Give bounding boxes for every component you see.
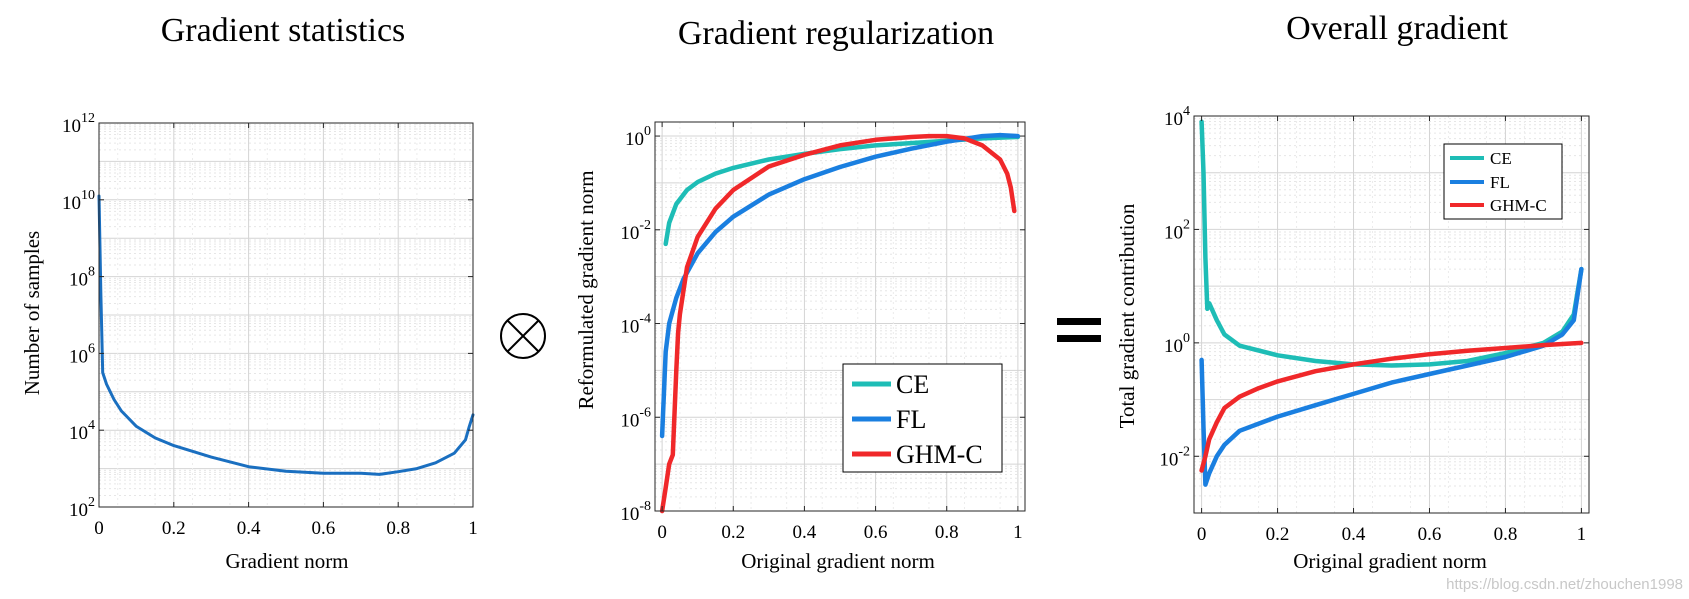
series-line-ce — [663, 134, 1021, 247]
y-tick-label: 10-2 — [620, 218, 651, 244]
x-tick-label: 0.4 — [237, 518, 261, 539]
axes-frame — [98, 122, 474, 508]
y-tick-label: 106 — [69, 341, 95, 367]
legend-label-fl: FL — [896, 405, 926, 434]
series-line-ghmc — [1199, 340, 1584, 473]
legend-label-ghmc: GHM-C — [1490, 196, 1547, 215]
x-tick-label: 0.8 — [386, 518, 410, 539]
legend-label-ce: CE — [896, 370, 929, 399]
legend-label-fl: FL — [1490, 173, 1510, 192]
chart3-xlabel: Original gradient norm — [1293, 549, 1487, 573]
y-tick-label: 1010 — [62, 188, 95, 214]
x-tick-label: 0.4 — [1342, 524, 1366, 545]
y-tick-label: 102 — [1164, 217, 1190, 243]
y-tick-label: 104 — [69, 418, 95, 444]
x-tick-label: 0.8 — [1494, 524, 1518, 545]
chart3-title: Overall gradient — [1286, 10, 1508, 47]
y-tick-label: 100 — [625, 124, 651, 150]
x-tick-label: 0.2 — [162, 518, 186, 539]
y-tick-label: 1012 — [62, 111, 95, 137]
chart1-plot: 0 0.2 0.4 0.6 0.8 1 102 104 106 108 1010 1012 — [62, 111, 478, 539]
x-tick-label: 0.6 — [864, 522, 888, 543]
x-tick-label: 0 — [94, 518, 104, 539]
axes-frame — [654, 121, 1026, 512]
legend-label-ghmc: GHM-C — [896, 440, 983, 469]
y-tick-label: 10-4 — [620, 312, 651, 338]
chart2-xlabel: Original gradient norm — [741, 549, 935, 573]
y-tick-label: 10-2 — [1159, 444, 1190, 470]
chart2-title: Gradient regularization — [678, 15, 994, 52]
chart2-ylabel: Reformulated gradient norm — [574, 170, 598, 409]
legend-label-ce: CE — [1490, 149, 1512, 168]
x-tick-label: 0 — [1197, 524, 1207, 545]
chart1-title: Gradient statistics — [161, 12, 406, 49]
x-tick-label: 1 — [1577, 524, 1587, 545]
y-tick-label: 10-8 — [620, 499, 651, 525]
chart1-xlabel: Gradient norm — [225, 549, 348, 573]
equals-operator-icon — [1057, 318, 1101, 342]
chart3-ylabel: Total gradient contribution — [1115, 203, 1139, 428]
chart2-plot: 0 0.2 0.4 0.6 0.8 1 10-8 10-6 10-4 10-2 100 — [620, 121, 1026, 543]
chart3-legend: CE FL GHM-C — [1443, 143, 1563, 220]
x-tick-label: 0.2 — [721, 522, 745, 543]
y-tick-label: 108 — [69, 265, 95, 291]
chart2-legend: CE FL GHM-C — [842, 363, 1003, 473]
x-tick-label: 0.4 — [793, 522, 817, 543]
chart1-ylabel: Number of samples — [20, 231, 44, 395]
y-tick-label: 102 — [69, 495, 95, 521]
y-tick-label: 10-6 — [620, 405, 651, 431]
series-line-ghmc — [659, 133, 1017, 514]
series-line-samples — [97, 194, 475, 476]
x-tick-label: 0.8 — [935, 522, 959, 543]
x-tick-label: 1 — [1013, 522, 1023, 543]
x-tick-label: 0 — [657, 522, 667, 543]
y-tick-label: 104 — [1164, 104, 1190, 130]
watermark: https://blog.csdn.net/zhouchen1998 — [1446, 576, 1683, 593]
x-tick-label: 0.2 — [1266, 524, 1290, 545]
x-tick-label: 1 — [468, 518, 478, 539]
y-tick-label: 100 — [1164, 331, 1190, 357]
otimes-operator-icon — [500, 313, 546, 359]
x-tick-label: 0.6 — [1418, 524, 1442, 545]
axes-frame — [1193, 115, 1590, 514]
x-tick-label: 0.6 — [312, 518, 336, 539]
